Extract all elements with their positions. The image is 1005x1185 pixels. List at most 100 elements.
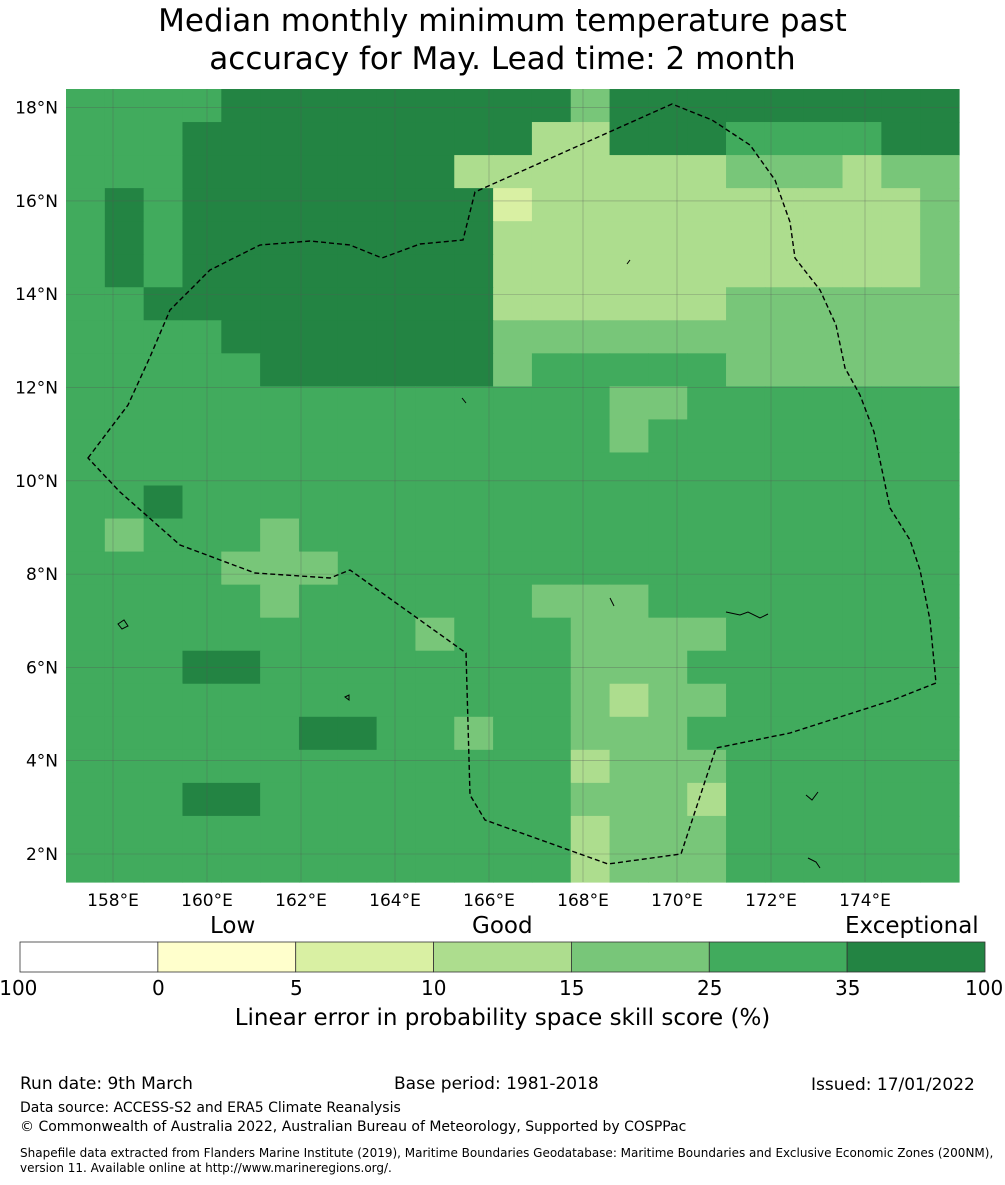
grid-cell bbox=[493, 353, 533, 387]
grid-cell bbox=[298, 485, 339, 520]
grid-cell bbox=[531, 155, 572, 189]
grid-cell bbox=[493, 221, 533, 255]
grid-cell bbox=[531, 617, 572, 652]
grid-cell bbox=[415, 617, 455, 652]
colorbar-box bbox=[433, 941, 572, 973]
island-outlines bbox=[117, 259, 821, 869]
grid-cell bbox=[221, 353, 261, 387]
longitude-tick-label: 160°E bbox=[181, 891, 233, 911]
map-gridlines bbox=[66, 89, 959, 882]
grid-cell bbox=[764, 584, 805, 619]
grid-cell bbox=[221, 89, 261, 123]
grid-cell bbox=[726, 221, 766, 255]
grid-cell bbox=[337, 551, 378, 586]
grid-cell bbox=[493, 122, 533, 156]
grid-cell bbox=[66, 551, 106, 586]
grid-cell bbox=[66, 419, 106, 454]
grid-cell bbox=[298, 452, 339, 487]
grid-cell bbox=[182, 749, 222, 784]
grid-cell bbox=[415, 386, 455, 421]
grid-cell bbox=[415, 221, 455, 255]
grid-cell bbox=[298, 584, 339, 619]
grid-cell bbox=[570, 287, 611, 321]
grid-cell bbox=[415, 848, 455, 883]
grid-cell bbox=[687, 452, 727, 487]
colorbar-tick: 15 bbox=[559, 976, 585, 1000]
grid-cell bbox=[104, 518, 145, 553]
grid-cell bbox=[531, 122, 572, 156]
grid-cell bbox=[493, 89, 533, 123]
grid-cell bbox=[143, 749, 184, 784]
grid-cell bbox=[260, 188, 300, 222]
grid-cell bbox=[764, 452, 805, 487]
grid-cell bbox=[66, 320, 106, 354]
grid-cell bbox=[337, 617, 378, 652]
grid-cell bbox=[920, 122, 960, 156]
grid-cell bbox=[376, 518, 417, 553]
grid-cell bbox=[687, 353, 727, 387]
colorbar-boxes bbox=[19, 941, 986, 973]
grid-cell bbox=[376, 155, 417, 189]
grid-cell bbox=[920, 518, 960, 553]
grid-cell bbox=[803, 419, 844, 454]
grid-cell bbox=[570, 122, 611, 156]
grid-cell bbox=[842, 683, 882, 718]
grid-cell bbox=[376, 749, 417, 784]
grid-cell bbox=[920, 815, 960, 850]
grid-cell bbox=[920, 221, 960, 255]
longitude-tick-label: 164°E bbox=[369, 891, 421, 911]
grid-cell bbox=[803, 617, 844, 652]
grid-cell bbox=[570, 452, 611, 487]
grid-cell bbox=[842, 419, 882, 454]
grid-cell bbox=[881, 815, 921, 850]
grid-cell bbox=[221, 254, 261, 288]
grid-cell bbox=[182, 782, 222, 817]
grid-cell bbox=[842, 122, 882, 156]
colorbar-tick: 0 bbox=[152, 976, 165, 1000]
grid-cell bbox=[376, 188, 417, 222]
grid-cell bbox=[570, 188, 611, 222]
grid-cell bbox=[881, 221, 921, 255]
grid-cell bbox=[881, 386, 921, 421]
grid-cell bbox=[920, 749, 960, 784]
grid-cell bbox=[920, 485, 960, 520]
grid-cell bbox=[298, 716, 339, 751]
grid-cell bbox=[493, 155, 533, 189]
grid-cell bbox=[298, 254, 339, 288]
grid-cell bbox=[609, 452, 649, 487]
grid-cell bbox=[260, 320, 300, 354]
grid-cell bbox=[493, 815, 533, 850]
grid-cell bbox=[221, 683, 261, 718]
grid-cell bbox=[493, 188, 533, 222]
grid-cell bbox=[531, 188, 572, 222]
grid-cell bbox=[454, 320, 494, 354]
grid-cell bbox=[376, 89, 417, 123]
grid-cell bbox=[570, 716, 611, 751]
latitude-tick-label: 14°N bbox=[15, 285, 58, 305]
grid-cell bbox=[609, 848, 649, 883]
grid-cell bbox=[803, 89, 844, 123]
grid-cell bbox=[920, 716, 960, 751]
grid-cell bbox=[920, 782, 960, 817]
grid-cell bbox=[143, 353, 184, 387]
grid-cell bbox=[454, 155, 494, 189]
grid-cell bbox=[764, 518, 805, 553]
grid-cell bbox=[104, 716, 145, 751]
grid-cell bbox=[726, 419, 766, 454]
grid-cell bbox=[920, 584, 960, 619]
grid-cell bbox=[842, 848, 882, 883]
grid-cell bbox=[260, 287, 300, 321]
grid-cell bbox=[764, 89, 805, 123]
grid-cell bbox=[337, 419, 378, 454]
grid-cell bbox=[920, 551, 960, 586]
grid-cell bbox=[376, 122, 417, 156]
grid-cell bbox=[104, 551, 145, 586]
grid-cell bbox=[143, 815, 184, 850]
grid-cell bbox=[687, 683, 727, 718]
grid-cell bbox=[803, 749, 844, 784]
eez-boundary bbox=[87, 103, 937, 865]
grid-cell bbox=[415, 452, 455, 487]
grid-cell bbox=[764, 683, 805, 718]
latitude-tick-label: 4°N bbox=[26, 752, 58, 772]
grid-cell bbox=[143, 584, 184, 619]
